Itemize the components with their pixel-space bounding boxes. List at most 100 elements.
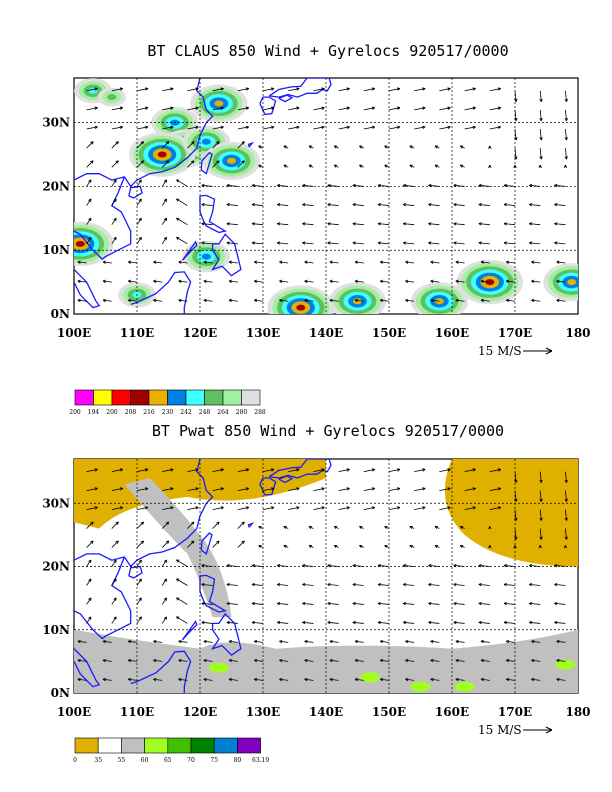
chart-title: BT Pwat 850 Wind + Gyrelocs 920517/0000: [152, 422, 504, 440]
wind-vector: [111, 217, 117, 225]
wind-vector: [556, 279, 566, 283]
wind-vector: [338, 125, 350, 130]
wind-vector: [414, 106, 426, 111]
wind-vector: [304, 298, 314, 303]
wind-vector: [564, 109, 568, 122]
wind-vector: [304, 658, 314, 663]
wind-vector: [531, 639, 541, 644]
wind-vector: [262, 468, 275, 473]
wind-vector: [251, 183, 264, 188]
colorbar-label: 288: [254, 409, 266, 416]
wind-vector: [428, 582, 440, 587]
wind-vector: [127, 260, 138, 264]
wind-vector: [388, 106, 401, 111]
wind-vector: [528, 222, 541, 226]
wind-vector: [302, 222, 314, 226]
y-tick-label: 10N: [42, 623, 70, 637]
wind-vector: [187, 106, 199, 111]
wind-vector: [127, 279, 138, 283]
wind-vector: [237, 106, 250, 111]
wind-vector: [237, 125, 250, 130]
wind-vector: [212, 468, 224, 473]
wind-vector: [455, 677, 465, 682]
wind-vector: [127, 298, 138, 303]
wind-vector: [377, 620, 390, 625]
wind-vector: [304, 260, 314, 264]
wind-vector: [313, 468, 325, 473]
wind-vector: [453, 564, 465, 568]
wind-vector: [313, 106, 325, 111]
coastline: [199, 574, 227, 613]
wind-vector: [86, 179, 92, 187]
wind-vector: [176, 179, 188, 187]
wind-vector: [253, 658, 264, 663]
wind-vector: [453, 241, 465, 245]
wind-vector: [488, 164, 492, 168]
wind-vector: [329, 260, 339, 264]
wind-vector: [405, 298, 415, 303]
wind-vector: [228, 279, 238, 283]
wind-vector: [203, 260, 213, 264]
y-tick-label: 20N: [42, 560, 70, 574]
wind-vector: [212, 521, 220, 529]
y-tick-label: 30N: [42, 496, 70, 510]
x-tick-label: 130E: [246, 705, 280, 719]
vector-scale-arrowhead: [545, 347, 553, 355]
colorbar-label: 80: [234, 757, 242, 764]
wind-vector: [136, 160, 144, 168]
wind-vector: [352, 620, 364, 625]
wind-vector: [402, 620, 415, 625]
wind-vector: [405, 639, 415, 644]
wind-vector: [176, 198, 188, 206]
wind-vector: [513, 164, 517, 168]
axis-labels: 100E 110E 120E 130E 140E 150E 160E 170E 180 0N 10N…: [42, 116, 590, 340]
wind-vector: [564, 509, 568, 521]
colorbar-label: 60: [141, 757, 149, 764]
wind-vector: [455, 260, 465, 264]
colorbar-label: 200: [69, 409, 81, 416]
wind-vector: [539, 90, 543, 102]
wind-vector: [377, 564, 390, 568]
wind-vector: [279, 658, 289, 663]
wind-vector: [237, 468, 250, 473]
wind-vector: [333, 525, 339, 529]
wind-vector: [528, 183, 541, 188]
colorbar-swatch: [130, 389, 150, 406]
wind-vector: [338, 106, 350, 111]
wind-vector: [308, 544, 314, 548]
wind-vector: [514, 490, 518, 502]
y-tick-label: 0N: [51, 686, 70, 700]
wind-vector: [402, 582, 415, 587]
wind-vector: [161, 217, 167, 225]
coastline: [74, 459, 214, 568]
wind-vector: [212, 506, 224, 510]
wind-vector: [488, 526, 492, 530]
cloud-cell: [227, 157, 236, 164]
wind-vector: [86, 559, 92, 567]
wind-vector: [453, 601, 465, 606]
wind-vector: [539, 109, 543, 122]
wind-vector: [377, 222, 390, 226]
colorbar-swatch: [213, 737, 238, 754]
wind-vector: [354, 677, 364, 682]
wind-vector: [136, 198, 142, 206]
colorbar-label: 194: [88, 409, 100, 416]
wind-vector: [478, 601, 490, 606]
coastline: [247, 141, 255, 148]
wind-vector: [327, 222, 339, 226]
wind-vector: [86, 198, 92, 206]
wind-vector: [333, 145, 339, 149]
colorbar-swatch: [167, 389, 187, 406]
wind-vector: [384, 164, 390, 168]
wind-vector: [528, 241, 541, 245]
wind-vector: [178, 298, 188, 303]
wind-vector: [480, 639, 490, 644]
wind-vector: [363, 468, 376, 473]
coastline: [268, 459, 332, 479]
wind-vector: [434, 145, 440, 149]
wind-vector: [359, 525, 364, 529]
grid-layer: [74, 78, 578, 314]
wind-vector: [251, 203, 264, 207]
wind-vector: [136, 217, 142, 225]
coastline: [199, 194, 227, 234]
